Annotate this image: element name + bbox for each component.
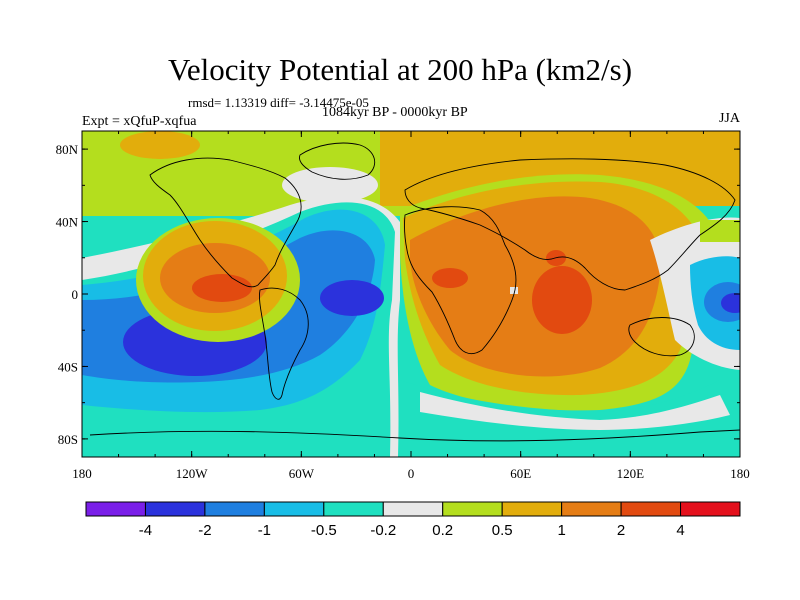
greenland-coast	[299, 142, 376, 180]
colorbar-level-label: -2	[198, 522, 211, 539]
colorbar-level-label: -4	[139, 522, 152, 539]
colorbar-swatch	[85, 501, 146, 517]
colorbar-swatch	[323, 501, 384, 517]
arctic-positive-patch	[120, 131, 200, 159]
x-tick-label: 120E	[617, 466, 645, 481]
x-tick-label: 0	[408, 466, 415, 481]
west-pacific-minimum	[721, 293, 740, 313]
colorbar: -4 -2 -1 -0.5 -0.2 0.2 0.5 1 2 4	[85, 501, 741, 539]
africa-coast	[403, 206, 517, 354]
north-atlantic-neutral	[282, 167, 378, 203]
y-tick-label: 0	[72, 287, 79, 302]
axis-ticks	[81, 131, 741, 457]
colorbar-swatch	[144, 501, 206, 517]
colorbar-level-label: 1	[557, 522, 565, 539]
x-tick-label: 60W	[289, 466, 315, 481]
x-tick-label: 60E	[510, 466, 531, 481]
north-america-coast	[149, 157, 302, 288]
eurasia-coast	[404, 158, 736, 291]
experiment-label: Expt = xQfuP-xqfua	[82, 114, 197, 129]
colorbar-level-label: 0.2	[432, 522, 453, 539]
y-tick-label: 40N	[56, 215, 79, 230]
africa-maximum	[432, 268, 468, 288]
missing-data-cell	[510, 287, 518, 294]
colorbar-level-label: 0.5	[492, 522, 513, 539]
plot-title: Velocity Potential at 200 hPa (km2/s)	[167, 52, 633, 87]
colorbar-swatch	[442, 501, 503, 517]
colorbar-swatch	[561, 501, 622, 517]
colorbar-level-label: -0.5	[311, 522, 337, 539]
x-tick-label: 120W	[176, 466, 209, 481]
colorbar-swatch	[263, 501, 325, 517]
colorbar-level-label: -1	[258, 522, 271, 539]
y-tick-label: 80S	[58, 432, 78, 447]
x-tick-label: 180	[72, 466, 92, 481]
east-pacific-cell-core	[192, 274, 252, 302]
axis-labels: 180 120W 60W 0 60E 120E 180 80N 40N 0 40S 80S	[56, 142, 750, 481]
atlantic-minimum	[320, 280, 384, 316]
antarctica-coast	[89, 429, 740, 442]
colorbar-swatch	[501, 501, 563, 517]
australia-coast	[628, 317, 695, 357]
period-label: 1084kyr BP - 0000kyr BP	[322, 105, 468, 120]
y-tick-label: 40S	[58, 359, 78, 374]
y-tick-label: 80N	[56, 142, 79, 157]
indian-ocean-maximum	[532, 266, 592, 334]
northwest-pacific-positive	[700, 220, 740, 242]
coastlines	[89, 142, 740, 442]
x-tick-label: 180	[730, 466, 750, 481]
season-label: JJA	[718, 111, 740, 126]
colorbar-level-label: 2	[617, 522, 625, 539]
rmsd-diff-label: rmsd= 1.13319 diff= -3.14475e-05	[188, 95, 369, 110]
colorbar-swatch	[680, 501, 741, 517]
colorbar-swatch	[382, 501, 444, 517]
south-america-coast	[259, 287, 309, 400]
colorbar-level-label: 4	[676, 522, 684, 539]
colorbar-swatch	[204, 501, 265, 517]
colorbar-level-label: -0.2	[370, 522, 396, 539]
contour-field	[82, 131, 740, 457]
southern-neutral-strip	[420, 392, 730, 430]
colorbar-swatch	[620, 501, 682, 517]
